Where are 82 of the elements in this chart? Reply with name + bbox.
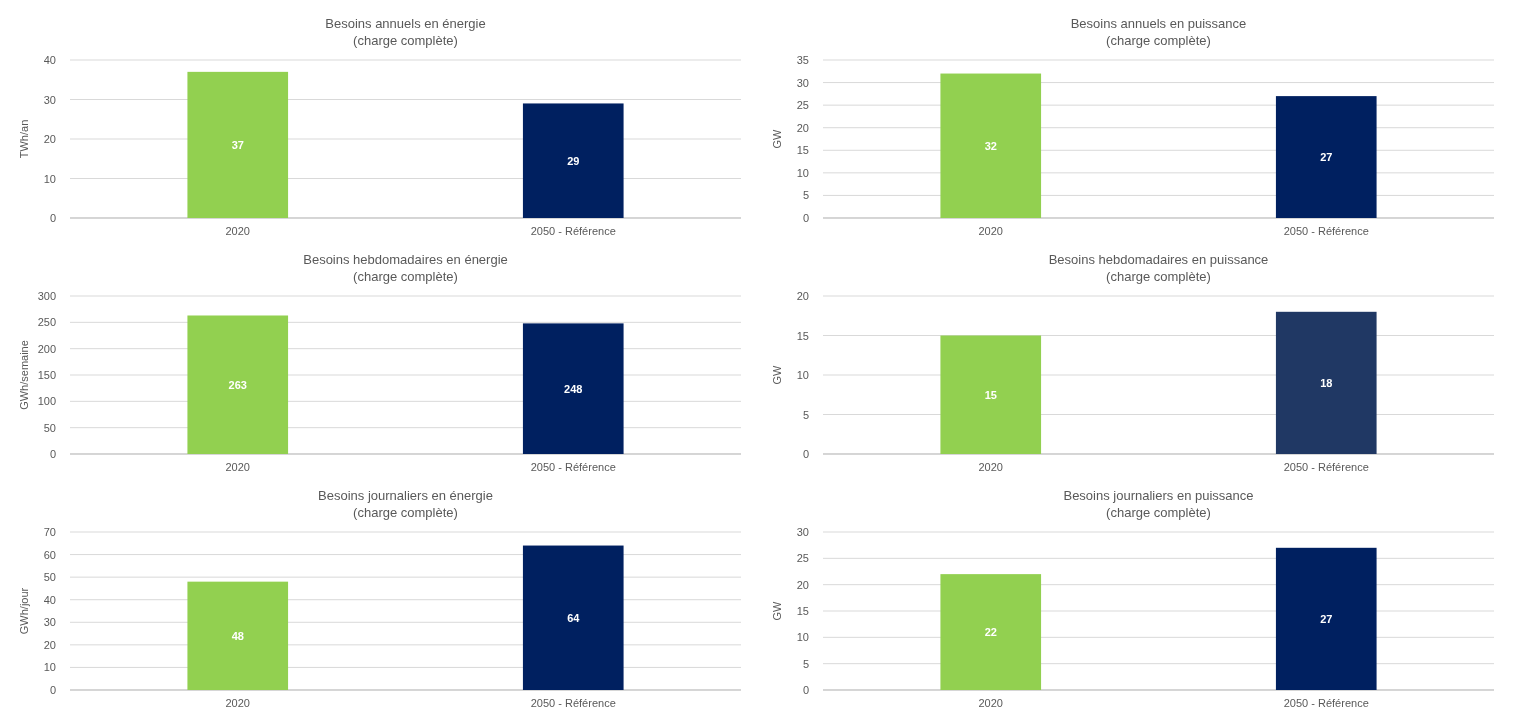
data-label: 64 (567, 611, 581, 624)
y-tick-label: 40 (43, 54, 56, 66)
y-tick-label: 40 (43, 593, 56, 606)
chart-subtitle: (charge complète) (1106, 505, 1211, 520)
data-label: 27 (1320, 612, 1333, 625)
data-label: 18 (1320, 376, 1333, 389)
y-tick-label: 0 (802, 448, 809, 460)
y-tick-label: 20 (43, 133, 56, 145)
x-tick-label: 2050 - Référence (530, 225, 616, 237)
y-tick-label: 35 (796, 54, 809, 66)
y-axis-title: GW (771, 600, 783, 621)
chart-title: Besoins annuels en puissance (1070, 16, 1247, 31)
x-tick-label: 2020 (978, 225, 1003, 237)
chart-subtitle: (charge complète) (353, 269, 458, 284)
data-label: 37 (231, 138, 244, 151)
y-axis-title: GWh/jour (18, 587, 30, 635)
y-tick-label: 20 (796, 121, 809, 134)
y-tick-label: 0 (802, 212, 809, 224)
y-tick-label: 150 (37, 369, 56, 381)
chart-title: Besoins journaliers en puissance (1063, 488, 1254, 503)
y-tick-label: 30 (43, 616, 56, 629)
y-tick-label: 10 (796, 631, 809, 644)
y-tick-label: 200 (37, 342, 56, 355)
y-tick-label: 5 (802, 189, 809, 202)
x-tick-label: 2020 (225, 225, 250, 237)
y-tick-label: 20 (796, 578, 809, 591)
y-tick-label: 5 (802, 408, 809, 421)
data-label: 15 (984, 388, 997, 401)
data-label: 32 (984, 139, 997, 152)
x-tick-label: 2050 - Référence (530, 461, 616, 473)
x-tick-label: 2050 - Référence (530, 697, 616, 709)
y-tick-label: 20 (796, 290, 809, 302)
y-tick-label: 50 (43, 421, 56, 434)
y-tick-label: 15 (796, 605, 809, 617)
x-tick-label: 2050 - Référence (1283, 225, 1369, 237)
y-tick-label: 10 (43, 172, 56, 185)
y-tick-label: 100 (37, 395, 56, 408)
y-axis-title: GW (771, 364, 783, 385)
y-tick-label: 70 (43, 526, 56, 538)
chart-subtitle: (charge complète) (353, 505, 458, 520)
y-tick-label: 50 (43, 571, 56, 584)
y-tick-label: 30 (796, 76, 809, 89)
y-tick-label: 0 (49, 684, 56, 696)
y-tick-label: 0 (49, 212, 56, 224)
y-tick-label: 25 (796, 552, 809, 565)
data-label: 248 (564, 382, 583, 395)
x-tick-label: 2020 (978, 461, 1003, 473)
y-tick-label: 5 (802, 657, 809, 670)
y-tick-label: 25 (796, 99, 809, 112)
y-tick-label: 300 (37, 290, 56, 302)
data-label: 263 (228, 378, 247, 391)
y-tick-label: 10 (796, 369, 809, 381)
chart-subtitle: (charge complète) (1106, 33, 1211, 48)
y-axis-title: TWh/an (18, 119, 30, 159)
y-tick-label: 0 (49, 448, 56, 460)
chart-title: Besoins journaliers en énergie (318, 488, 493, 503)
data-label: 29 (567, 154, 580, 167)
y-tick-label: 30 (43, 93, 56, 106)
x-tick-label: 2050 - Référence (1283, 697, 1369, 709)
data-label: 22 (984, 626, 997, 639)
chart-subtitle: (charge complète) (353, 33, 458, 48)
chart-subtitle: (charge complète) (1106, 269, 1211, 284)
data-label: 48 (231, 629, 244, 642)
y-axis-title: GWh/semaine (18, 340, 30, 410)
x-tick-label: 2020 (225, 461, 250, 473)
data-label: 27 (1320, 151, 1333, 164)
y-tick-label: 10 (43, 661, 56, 674)
y-axis-title: GW (771, 128, 783, 149)
y-tick-label: 15 (796, 329, 809, 342)
y-tick-label: 10 (796, 166, 809, 179)
x-tick-label: 2020 (978, 697, 1003, 709)
chart-title: Besoins annuels en énergie (325, 16, 486, 31)
chart-title: Besoins hebdomadaires en énergie (303, 252, 508, 267)
x-tick-label: 2020 (225, 697, 250, 709)
y-tick-label: 15 (796, 144, 809, 157)
y-tick-label: 20 (43, 638, 56, 651)
y-tick-label: 30 (796, 526, 809, 538)
chart-title: Besoins hebdomadaires en puissance (1048, 252, 1269, 267)
y-tick-label: 0 (802, 684, 809, 696)
y-tick-label: 250 (37, 316, 56, 329)
y-tick-label: 60 (43, 548, 56, 561)
x-tick-label: 2050 - Référence (1283, 461, 1369, 473)
